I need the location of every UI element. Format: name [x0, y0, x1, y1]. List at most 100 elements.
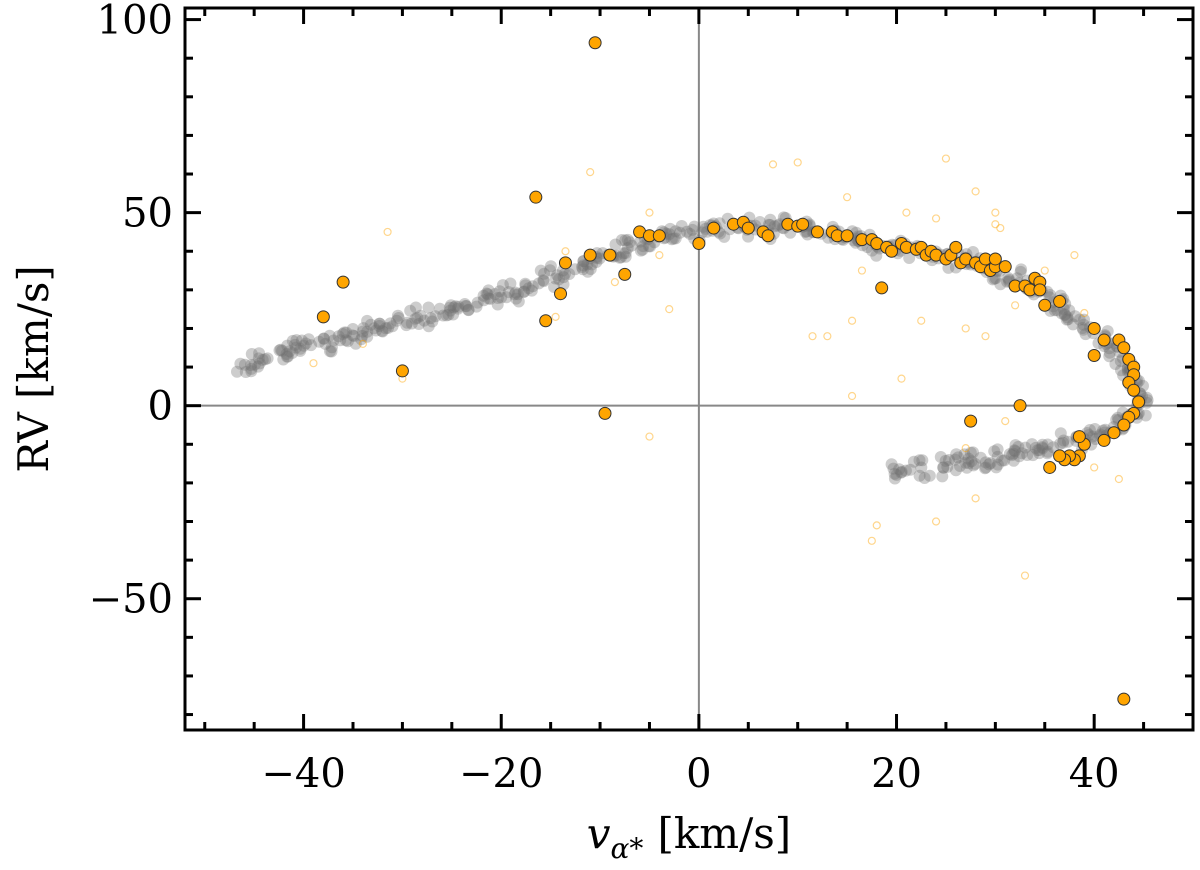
- model-point: [537, 275, 550, 288]
- model-point: [489, 288, 502, 300]
- model-point: [504, 277, 517, 290]
- non-member-point: [902, 208, 911, 217]
- model-point: [936, 470, 949, 483]
- model-point: [1008, 444, 1021, 457]
- member-point: [1043, 460, 1057, 474]
- non-member-point: [1001, 417, 1010, 426]
- model-point: [404, 304, 417, 317]
- model-point: [340, 326, 353, 339]
- non-member-point: [1020, 571, 1030, 580]
- model-point: [477, 289, 490, 302]
- model-point: [581, 265, 594, 278]
- model-point: [323, 329, 336, 342]
- model-point: [954, 460, 966, 472]
- model-point: [452, 302, 465, 315]
- model-point: [1057, 434, 1070, 447]
- model-point: [1029, 441, 1042, 454]
- model-point: [991, 443, 1004, 456]
- member-series: [316, 36, 1146, 706]
- model-point: [442, 308, 455, 321]
- non-member-point: [867, 536, 876, 545]
- non-member-point: [1114, 474, 1123, 484]
- model-point: [625, 239, 638, 252]
- model-point: [619, 234, 632, 247]
- member-point: [395, 364, 409, 378]
- model-point: [569, 263, 581, 276]
- model-point: [684, 227, 696, 240]
- model-point: [1019, 441, 1032, 454]
- non-member-point: [610, 278, 619, 287]
- model-point: [349, 337, 362, 350]
- model-point: [563, 268, 576, 280]
- model-point: [697, 220, 710, 233]
- model-point: [245, 348, 258, 360]
- model-point: [534, 264, 547, 277]
- model-point: [256, 353, 269, 366]
- y-axis-title: RV [km/s]: [9, 265, 58, 473]
- model-point: [669, 232, 682, 245]
- model-point: [1103, 346, 1116, 359]
- model-point: [445, 299, 457, 312]
- model-point: [801, 228, 814, 241]
- model-point: [286, 346, 299, 359]
- model-point: [1014, 265, 1027, 278]
- non-member-point: [857, 266, 867, 275]
- member-point: [1072, 430, 1086, 444]
- model-point: [553, 273, 565, 286]
- model-point: [1033, 447, 1046, 460]
- model-point: [519, 277, 532, 290]
- model-point: [941, 460, 954, 473]
- model-point: [390, 314, 403, 327]
- model-point: [1086, 430, 1099, 443]
- model-point: [669, 225, 682, 238]
- model-point: [937, 461, 950, 474]
- member-point: [603, 248, 617, 262]
- model-point: [665, 233, 678, 246]
- model-point: [916, 454, 929, 467]
- model-point: [959, 456, 972, 469]
- model-point: [361, 330, 374, 343]
- model-point: [903, 252, 916, 264]
- model-point: [949, 464, 962, 477]
- model-point: [885, 458, 898, 471]
- member-point: [796, 217, 810, 231]
- model-point: [913, 454, 926, 467]
- model-point: [373, 317, 386, 330]
- x-axis-title-unit: [km/s]: [657, 809, 791, 858]
- model-point: [1103, 350, 1116, 363]
- model-point: [491, 292, 504, 304]
- x-tick-label: −20: [459, 751, 543, 797]
- model-point: [888, 467, 901, 480]
- model-point: [382, 321, 395, 334]
- non-member-point: [561, 247, 570, 256]
- model-point: [952, 451, 965, 464]
- member-point: [988, 252, 1002, 266]
- non-member-point: [847, 391, 857, 401]
- model-point: [496, 279, 509, 292]
- model-point: [991, 450, 1004, 463]
- model-point: [444, 304, 457, 317]
- model-point: [1062, 435, 1074, 448]
- model-point: [969, 457, 982, 470]
- member-point: [692, 237, 706, 251]
- model-point: [379, 322, 392, 335]
- model-point: [1008, 445, 1021, 458]
- member-point: [875, 281, 889, 295]
- non-member-point: [1040, 266, 1049, 275]
- model-point: [584, 263, 597, 275]
- model-point: [1054, 427, 1067, 440]
- model-point: [481, 288, 494, 301]
- model-point: [313, 335, 326, 348]
- model-point: [274, 343, 287, 356]
- model-point: [1109, 358, 1122, 370]
- model-point: [1041, 447, 1054, 460]
- non-member-point: [586, 167, 595, 177]
- member-point: [741, 221, 755, 235]
- model-point: [482, 292, 495, 305]
- model-point: [1041, 445, 1054, 458]
- model-point: [551, 269, 564, 282]
- model-point: [984, 457, 997, 470]
- y-tick-label: −50: [89, 577, 173, 623]
- model-point: [290, 334, 303, 347]
- model-point: [400, 319, 413, 332]
